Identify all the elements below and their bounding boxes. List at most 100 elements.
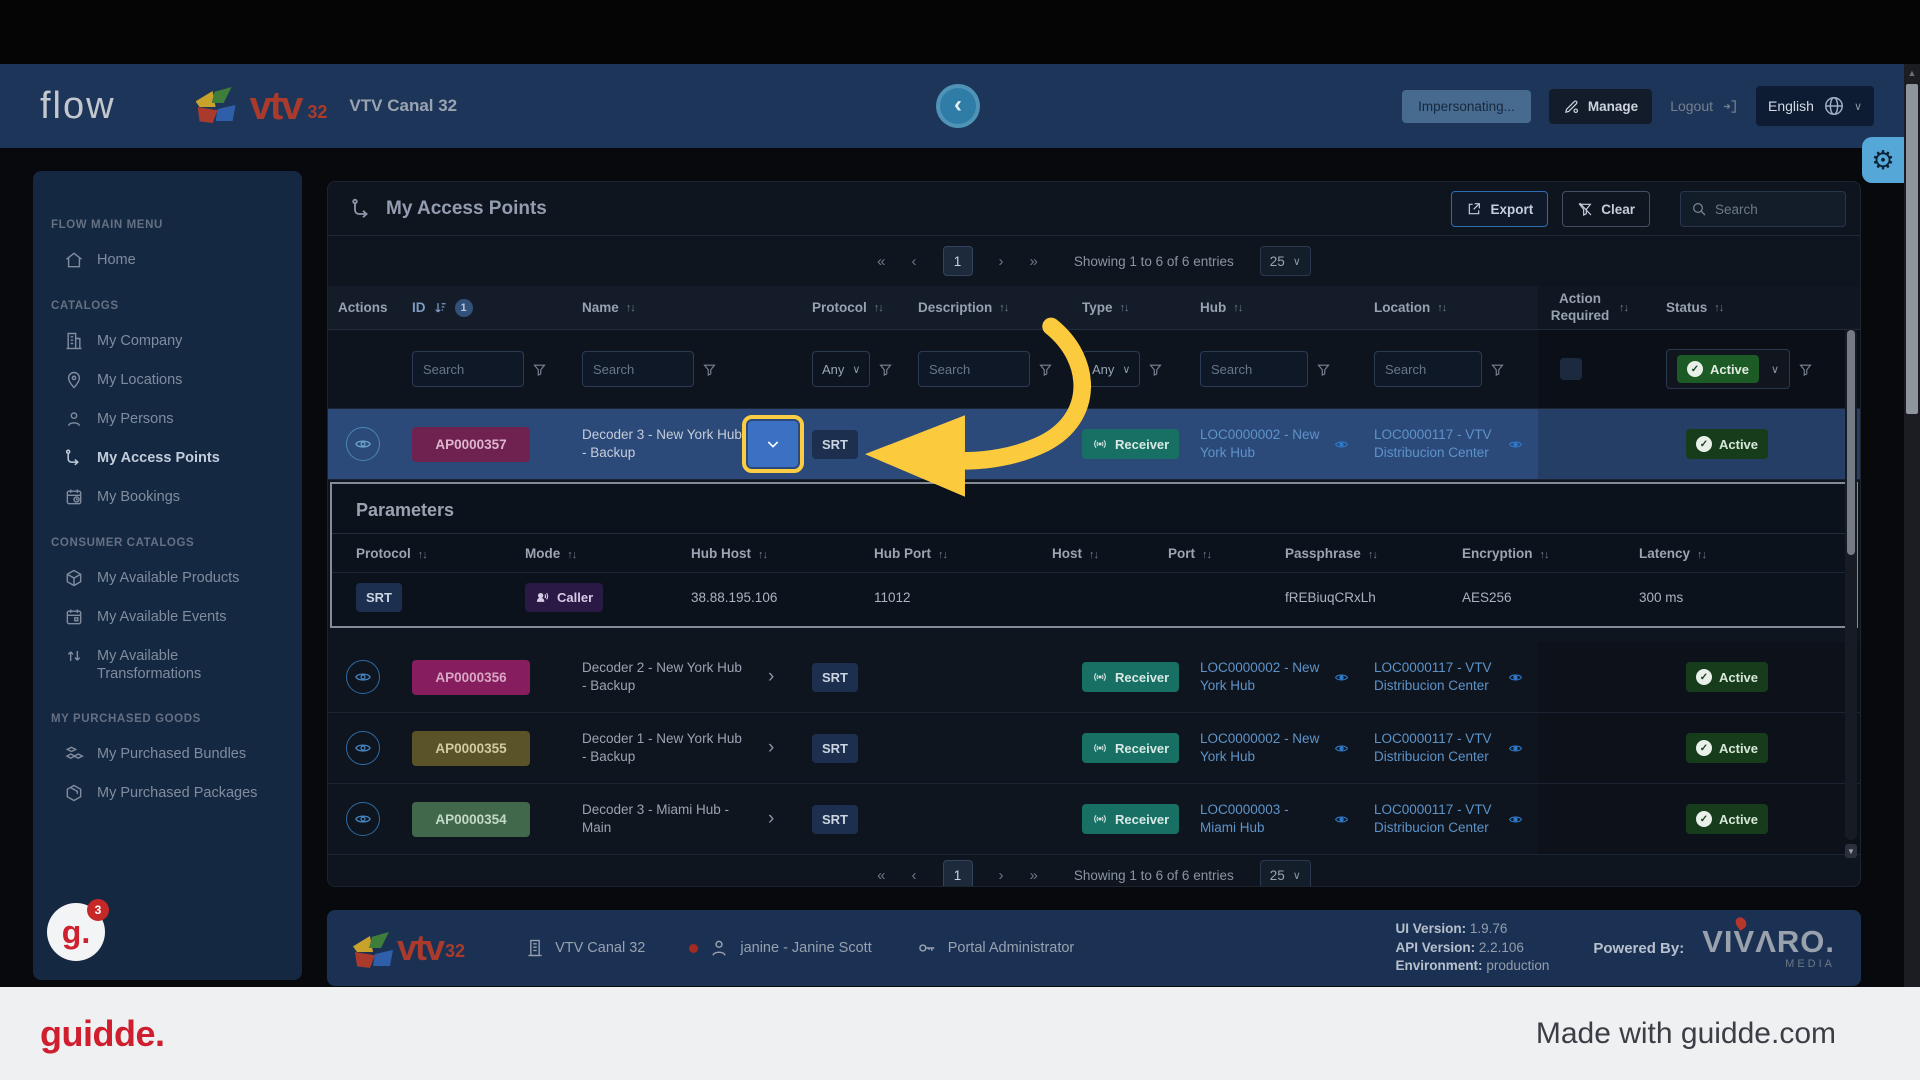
filter-icon[interactable] bbox=[878, 362, 893, 377]
logout-link[interactable]: Logout bbox=[1670, 98, 1738, 115]
filter-icon[interactable] bbox=[1316, 362, 1331, 377]
sidebar-item-my-locations[interactable]: My Locations bbox=[33, 361, 302, 400]
table-row[interactable]: AP0000357 Decoder 3 - New York Hub - Bac… bbox=[328, 409, 1860, 480]
col-location[interactable]: Location ↑↓ bbox=[1374, 300, 1447, 315]
action-required-checkbox[interactable] bbox=[1560, 358, 1582, 380]
location-link[interactable]: LOC0000117 - VTV Distribucion Center bbox=[1374, 730, 1492, 764]
col-type[interactable]: Type ↑↓ bbox=[1082, 300, 1130, 315]
param-col-passphrase[interactable]: Passphrase ↑↓ bbox=[1285, 545, 1378, 561]
eye-icon[interactable] bbox=[1334, 741, 1349, 756]
sidebar-item-my-available-events[interactable]: My Available Events bbox=[33, 598, 302, 637]
eye-icon[interactable] bbox=[1334, 437, 1349, 452]
hub-link[interactable]: LOC0000002 - New York Hub bbox=[1200, 659, 1320, 693]
page-last-button[interactable]: » bbox=[1029, 866, 1038, 884]
hub-link[interactable]: LOC0000002 - New York Hub bbox=[1200, 730, 1320, 764]
eye-icon[interactable] bbox=[1508, 670, 1523, 685]
hub-link[interactable]: LOC0000003 - Miami Hub bbox=[1200, 801, 1289, 835]
expand-row-button[interactable]: › bbox=[768, 737, 775, 758]
view-row-button[interactable] bbox=[346, 802, 380, 836]
col-action-required[interactable]: Action Required ↑↓ bbox=[1538, 286, 1656, 329]
filter-icon[interactable] bbox=[1798, 362, 1813, 377]
page-first-button[interactable]: « bbox=[877, 866, 886, 884]
impersonating-button[interactable]: Impersonating... bbox=[1402, 89, 1531, 123]
page-last-button[interactable]: » bbox=[1029, 252, 1038, 270]
sidebar-item-my-company[interactable]: My Company bbox=[33, 322, 302, 361]
param-col-port[interactable]: Port ↑↓ bbox=[1168, 545, 1212, 561]
table-row[interactable]: AP0000354 Decoder 3 - Miami Hub - Main ›… bbox=[328, 784, 1860, 855]
eye-icon[interactable] bbox=[1508, 812, 1523, 827]
table-scrollbar[interactable] bbox=[1845, 328, 1857, 840]
col-description[interactable]: Description ↑↓ bbox=[918, 300, 1009, 315]
export-button[interactable]: Export bbox=[1451, 191, 1549, 227]
sidebar-item-my-persons[interactable]: My Persons bbox=[33, 400, 302, 439]
location-link[interactable]: LOC0000117 - VTV Distribucion Center bbox=[1374, 801, 1492, 835]
param-col-encryption[interactable]: Encryption ↑↓ bbox=[1462, 545, 1550, 561]
language-select[interactable]: English ∨ bbox=[1756, 86, 1874, 126]
page-number[interactable]: 1 bbox=[942, 246, 973, 276]
location-link[interactable]: LOC0000117 - VTV Distribucion Center bbox=[1374, 659, 1492, 693]
filter-icon[interactable] bbox=[532, 362, 547, 377]
status-filter-select[interactable]: ✓ Active ∨ bbox=[1666, 349, 1791, 389]
param-col-mode[interactable]: Mode ↑↓ bbox=[525, 545, 577, 561]
eye-icon[interactable] bbox=[1508, 437, 1523, 452]
sidebar-item-my-purchased-packages[interactable]: My Purchased Packages bbox=[33, 774, 302, 813]
page-size-select[interactable]: 25 ∨ bbox=[1259, 860, 1311, 886]
type-filter-select[interactable]: Any ∨ bbox=[1082, 351, 1141, 387]
expand-row-button[interactable]: › bbox=[768, 666, 775, 687]
param-col-hub-port[interactable]: Hub Port ↑↓ bbox=[874, 545, 948, 561]
clear-filters-button[interactable]: Clear bbox=[1562, 191, 1650, 227]
back-button[interactable]: ‹ bbox=[936, 84, 980, 128]
expand-row-button[interactable]: › bbox=[768, 808, 775, 829]
eye-icon[interactable] bbox=[1508, 741, 1523, 756]
view-row-button[interactable] bbox=[346, 427, 380, 461]
eye-icon[interactable] bbox=[1334, 670, 1349, 685]
page-size-select[interactable]: 25 ∨ bbox=[1259, 246, 1311, 276]
page-prev-button[interactable]: ‹ bbox=[911, 866, 917, 884]
sidebar-item-my-available-transformations[interactable]: My Available Transformations bbox=[33, 637, 302, 693]
sidebar-item-home[interactable]: Home bbox=[33, 241, 302, 280]
name-filter-input[interactable] bbox=[582, 351, 694, 387]
col-protocol[interactable]: Protocol ↑↓ bbox=[812, 300, 884, 315]
filter-icon[interactable] bbox=[1490, 362, 1505, 377]
table-scroll-down-button[interactable]: ▼ bbox=[1845, 844, 1857, 858]
hub-link[interactable]: LOC0000002 - New York Hub bbox=[1200, 426, 1320, 460]
sidebar-item-my-purchased-bundles[interactable]: My Purchased Bundles bbox=[33, 735, 302, 774]
manage-button[interactable]: Manage bbox=[1548, 88, 1653, 124]
sidebar-item-my-bookings[interactable]: My Bookings bbox=[33, 478, 302, 517]
page-next-button[interactable]: › bbox=[998, 252, 1004, 270]
search-input[interactable] bbox=[1715, 201, 1835, 217]
sidebar-item-my-available-products[interactable]: My Available Products bbox=[33, 559, 302, 598]
table-scrollbar-thumb[interactable] bbox=[1847, 330, 1855, 555]
param-col-latency[interactable]: Latency ↑↓ bbox=[1639, 545, 1707, 561]
protocol-filter-select[interactable]: Any ∨ bbox=[812, 351, 871, 387]
col-status[interactable]: Status ↑↓ bbox=[1656, 286, 1860, 329]
id-filter-input[interactable] bbox=[412, 351, 524, 387]
param-col-hub-host[interactable]: Hub Host ↑↓ bbox=[691, 545, 768, 561]
browser-scrollbar[interactable]: ▲ bbox=[1904, 64, 1920, 987]
location-filter-input[interactable] bbox=[1374, 351, 1482, 387]
scroll-up-icon[interactable]: ▲ bbox=[1907, 68, 1917, 78]
hub-filter-input[interactable] bbox=[1200, 351, 1308, 387]
table-row[interactable]: AP0000355 Decoder 1 - New York Hub - Bac… bbox=[328, 713, 1860, 784]
col-name[interactable]: Name ↑↓ bbox=[582, 300, 636, 315]
page-number[interactable]: 1 bbox=[942, 860, 973, 886]
sidebar-item-my-access-points[interactable]: My Access Points bbox=[33, 439, 302, 478]
location-link[interactable]: LOC0000117 - VTV Distribucion Center bbox=[1374, 426, 1492, 460]
eye-icon[interactable] bbox=[1334, 812, 1349, 827]
filter-icon[interactable] bbox=[702, 362, 717, 377]
page-prev-button[interactable]: ‹ bbox=[911, 252, 917, 270]
col-id[interactable]: ID 1 bbox=[402, 298, 572, 317]
filter-icon[interactable] bbox=[1148, 362, 1163, 377]
page-first-button[interactable]: « bbox=[877, 252, 886, 270]
guidde-avatar[interactable]: g. 3 bbox=[47, 899, 109, 961]
scrollbar-thumb[interactable] bbox=[1906, 84, 1918, 414]
param-col-protocol[interactable]: Protocol ↑↓ bbox=[356, 545, 428, 561]
page-next-button[interactable]: › bbox=[998, 866, 1004, 884]
settings-gear-button[interactable]: ⚙ bbox=[1862, 137, 1904, 183]
collapse-row-button[interactable] bbox=[748, 421, 798, 467]
description-filter-input[interactable] bbox=[918, 351, 1030, 387]
filter-icon[interactable] bbox=[1038, 362, 1053, 377]
param-col-host[interactable]: Host ↑↓ bbox=[1052, 545, 1099, 561]
table-row[interactable]: AP0000356 Decoder 2 - New York Hub - Bac… bbox=[328, 642, 1860, 713]
view-row-button[interactable] bbox=[346, 731, 380, 765]
